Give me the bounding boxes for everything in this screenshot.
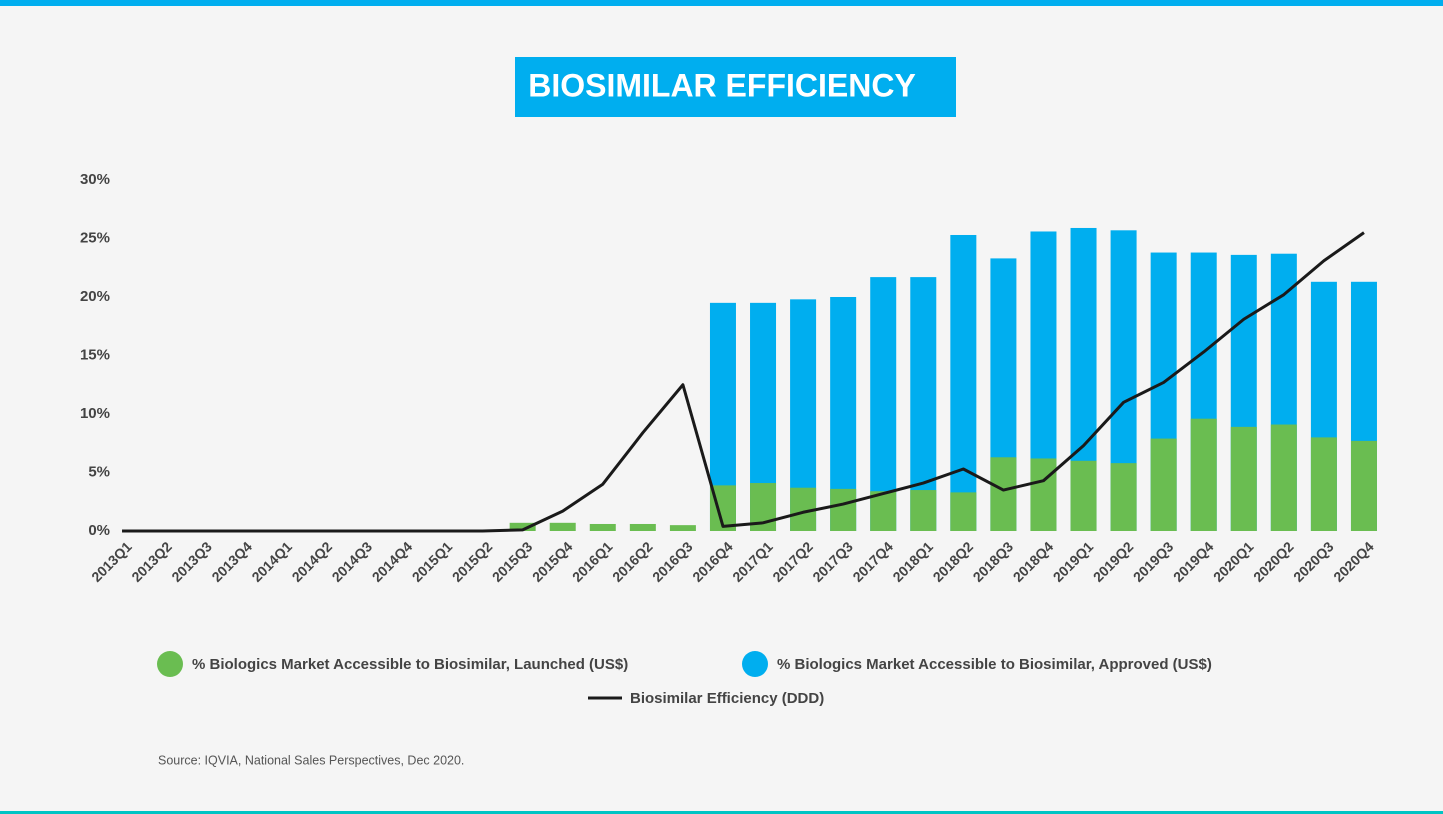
y-tick-label: 30%	[80, 171, 110, 188]
bar	[1030, 458, 1057, 531]
source-note: Source: IQVIA, National Sales Perspectiv…	[158, 753, 464, 767]
bar	[1190, 418, 1217, 531]
bar	[1110, 463, 1137, 531]
bar	[870, 277, 897, 531]
legend-label: Biosimilar Efficiency (DDD)	[630, 690, 824, 707]
bar	[950, 492, 977, 531]
bar	[1150, 438, 1177, 531]
bar	[549, 522, 576, 531]
bottom-border	[0, 811, 1443, 814]
bar	[1070, 460, 1097, 531]
top-border	[0, 0, 1443, 6]
y-tick-label: 20%	[80, 288, 110, 305]
bar	[1270, 424, 1297, 531]
y-tick-label: 5%	[88, 463, 110, 480]
bar	[589, 523, 616, 531]
bar	[830, 488, 857, 531]
bar	[1310, 437, 1337, 531]
bar	[1350, 440, 1377, 531]
legend-swatch	[157, 651, 183, 677]
bar	[990, 457, 1017, 531]
legend-label: % Biologics Market Accessible to Biosimi…	[192, 656, 628, 673]
title-box	[515, 57, 956, 117]
y-tick-label: 15%	[80, 346, 110, 363]
bar	[1230, 426, 1257, 531]
bar	[509, 522, 536, 531]
y-tick-label: 0%	[88, 522, 110, 539]
bar	[629, 523, 656, 531]
legend-swatch	[742, 651, 768, 677]
bar	[870, 491, 897, 531]
bar	[669, 525, 696, 531]
y-tick-label: 25%	[80, 229, 110, 246]
bar	[950, 234, 977, 532]
legend-label: % Biologics Market Accessible to Biosimi…	[777, 656, 1212, 673]
bar	[910, 490, 937, 531]
bar	[910, 277, 937, 531]
line	[122, 231, 1365, 533]
y-tick-label: 10%	[80, 405, 110, 422]
chart-title: BIOSIMILAR EFFICIENCY	[528, 67, 916, 103]
